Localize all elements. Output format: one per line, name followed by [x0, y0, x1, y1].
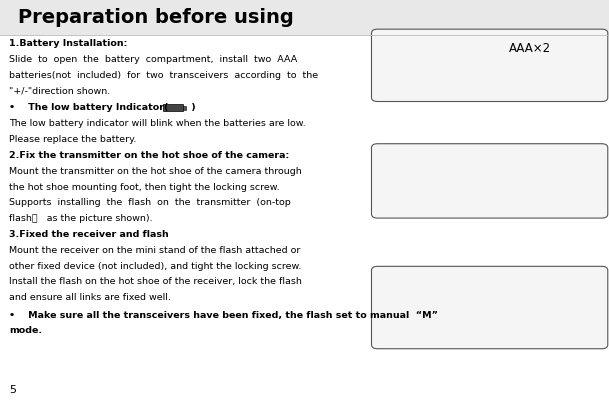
Text: 1.Battery Installation:: 1.Battery Installation:: [9, 39, 127, 48]
Text: Mount the transmitter on the hot shoe of the camera through: Mount the transmitter on the hot shoe of…: [9, 167, 302, 176]
Text: "+/-"direction shown.: "+/-"direction shown.: [9, 86, 110, 95]
Text: The low battery indicator will blink when the batteries are low.: The low battery indicator will blink whe…: [9, 119, 306, 128]
FancyBboxPatch shape: [183, 106, 186, 111]
Text: Supports  installing  the  flash  on  the  transmitter  (on-top: Supports installing the flash on the tra…: [9, 198, 291, 207]
Text: 5: 5: [9, 384, 16, 394]
Text: flash，   as the picture shown).: flash， as the picture shown).: [9, 213, 153, 222]
Text: Preparation before using: Preparation before using: [18, 8, 294, 27]
Text: •    Make sure all the transceivers have been fixed, the flash set to manual  “M: • Make sure all the transceivers have be…: [9, 310, 438, 319]
Text: AAA×2: AAA×2: [509, 42, 551, 55]
Text: mode.: mode.: [9, 326, 42, 334]
Text: other fixed device (not included), and tight the locking screw.: other fixed device (not included), and t…: [9, 261, 301, 270]
FancyBboxPatch shape: [371, 267, 608, 349]
Text: 3.Fixed the receiver and flash: 3.Fixed the receiver and flash: [9, 230, 169, 239]
Text: Install the flash on the hot shoe of the receiver, lock the flash: Install the flash on the hot shoe of the…: [9, 277, 302, 286]
FancyBboxPatch shape: [371, 144, 608, 219]
Text: Slide  to  open  the  battery  compartment,  install  two  AAA: Slide to open the battery compartment, i…: [9, 55, 297, 64]
Text: •    The low battery Indicator(: • The low battery Indicator(: [9, 103, 169, 112]
FancyBboxPatch shape: [371, 30, 608, 102]
Text: ): ): [188, 103, 195, 112]
Text: the hot shoe mounting foot, then tight the locking screw.: the hot shoe mounting foot, then tight t…: [9, 182, 280, 191]
Text: batteries(not  included)  for  two  transceivers  according  to  the: batteries(not included) for two transcei…: [9, 71, 319, 80]
FancyBboxPatch shape: [0, 0, 609, 36]
Text: Mount the receiver on the mini stand of the flash attached or: Mount the receiver on the mini stand of …: [9, 246, 300, 255]
FancyBboxPatch shape: [163, 105, 183, 112]
Text: Please replace the battery.: Please replace the battery.: [9, 134, 136, 143]
Text: 2.Fix the transmitter on the hot shoe of the camera:: 2.Fix the transmitter on the hot shoe of…: [9, 151, 289, 160]
Text: and ensure all links are fixed well.: and ensure all links are fixed well.: [9, 292, 171, 301]
